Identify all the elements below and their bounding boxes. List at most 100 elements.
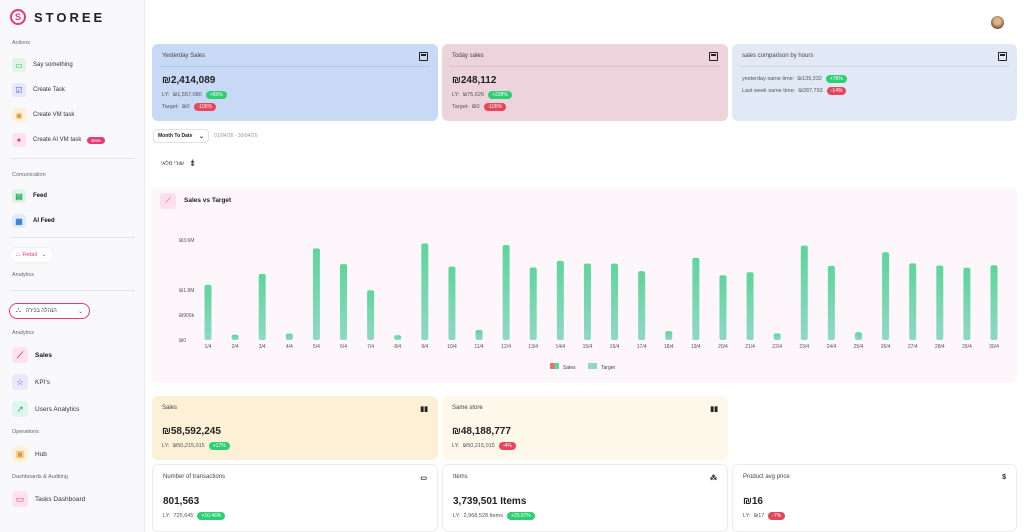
sales-bar[interactable] [556,260,564,340]
sales-bar[interactable] [936,265,944,340]
x-tick-label: 27/4 [908,344,918,350]
legend-label[interactable]: Sales [563,365,576,371]
sales-bar[interactable] [800,245,808,340]
sales-bar[interactable] [854,332,862,340]
x-tick-label: 18/4 [664,344,674,350]
sales-bar[interactable] [231,334,239,340]
sales-bar[interactable] [611,263,619,340]
sidebar-item-tasks-dashboard[interactable]: ▭ Tasks Dashboard [12,490,85,508]
legend-label[interactable]: Target [601,365,616,371]
target-label: Target: [162,104,179,110]
transactions-stat-card: Number of transactions ▭ 801,563 LY: 725… [152,464,438,532]
sidebar-item-label: Create Task [33,87,65,93]
sales-bar[interactable] [882,252,890,340]
sales-bar[interactable] [204,285,212,340]
sort-label: שורי מלאי [161,160,184,167]
calendar-icon[interactable] [998,52,1007,61]
sales-bar[interactable] [258,273,266,340]
sales-bar[interactable] [692,257,700,340]
checkbox-icon: ☑ [12,83,26,97]
sidebar-item-sales[interactable]: ⟋ Sales [12,346,52,364]
comparison-value: ₪287,793 [798,88,823,94]
monitor-icon: ▭ [12,491,28,507]
sales-bar[interactable] [421,243,429,340]
card-value: ₪16 [743,496,763,507]
date-range: 01/04/26 - 30/04/26 [214,133,258,139]
ly-line: LY: ₪1,557,080 +55% [162,91,227,99]
sales-bar[interactable] [502,245,510,340]
sidebar-item-create-ai-vm-task[interactable]: ✦ Create AI VM task Beta [12,131,105,149]
sidebar-item-label: Sales [35,351,52,359]
sales-bar[interactable] [638,271,646,340]
divider [10,237,135,238]
sidebar-item-create-vm-task[interactable]: ◉ Create VM task [12,106,74,124]
sales-bar[interactable] [909,263,917,340]
sales-bar[interactable] [529,267,537,341]
comparison-label: Last week same time: [742,88,796,94]
star-icon: ☆ [12,374,28,390]
divider [450,66,720,67]
x-tick-label: 14/4 [555,344,565,350]
bar-chart-icon: ▮▮ [420,406,428,413]
x-tick-label: 13/4 [528,344,538,350]
x-tick-label: 16/4 [610,344,620,350]
change-badge: +10.46% [197,512,226,520]
x-tick-label: 20/4 [718,344,728,350]
sidebar: S STOREE Actions ▭ Say something ☑ Creat… [0,0,145,532]
change-badge: +25.97% [507,512,535,520]
comparison-change-badge: +78% [825,75,847,83]
sales-vs-target-card: ⟋ Sales vs Target ₪0 ₪900k ₪1.8M ₪3.6M 1/4 2/… [152,188,1016,381]
sales-bar[interactable] [583,263,591,340]
sidebar-item-users-analytics[interactable]: ↗ Users Analytics [12,400,79,418]
sales-bar[interactable] [448,266,456,340]
sales-bar[interactable] [285,333,293,340]
ly-label: LY: [743,513,751,519]
sales-bar[interactable] [773,333,781,340]
legend-swatch[interactable] [588,363,597,369]
chart-line-icon: ⟋ [12,347,28,363]
section-label-operations: Operations [12,429,39,435]
change-badge: +17% [208,442,230,450]
sidebar-item-feed[interactable]: ▤ Feed [12,187,47,205]
credit-card-icon: ▭ [420,475,427,482]
sales-bar[interactable] [665,331,673,340]
sidebar-item-say-something[interactable]: ▭ Say something [12,56,73,74]
card-value: 3,739,501 Items [453,496,527,507]
sort-control[interactable]: שורי מלאי ⇟ [161,158,196,169]
calendar-icon[interactable] [709,52,718,61]
sidebar-item-label: Create AI VM task [33,137,82,143]
legend-swatch[interactable] [550,363,559,369]
sales-bar[interactable] [746,272,754,340]
section-label-communication: Comunication [12,172,46,178]
sales-bar[interactable] [827,265,835,340]
sidebar-item-create-task[interactable]: ☑ Create Task [12,81,65,99]
comparison-row-yesterday: yesterday same time: ₪139,332 +78% [742,75,847,83]
brand-logo[interactable]: S STOREE [10,9,105,25]
sales-bar[interactable] [990,265,998,340]
card-title: Number of transactions [163,474,226,480]
sales-bar[interactable] [719,275,727,340]
sidebar-item-ai-feed[interactable]: ▦ AI Feed [12,212,55,230]
comparison-change-badge: -14% [826,87,847,95]
sidebar-item-hub[interactable]: ▣ Hub [12,445,47,463]
ly-value: ₪17 [753,513,765,519]
branch-selector[interactable]: ⛬ הנהלה בכירה ⌄ [9,303,90,319]
sidebar-item-kpis[interactable]: ☆ KPI's [12,373,50,391]
ly-value: 725,645 [173,513,194,519]
sales-bar[interactable] [963,267,971,340]
calendar-icon[interactable] [419,52,428,61]
sales-bar[interactable] [312,248,320,340]
user-avatar[interactable] [991,16,1004,29]
sales-bar[interactable] [394,335,402,340]
retail-selector[interactable]: ⛬ Retail ⌄ [10,248,53,262]
sales-bar[interactable] [340,264,348,340]
period-select[interactable]: Month To Date ⌄ [153,129,209,143]
brand-name: STOREE [34,9,106,25]
ly-label: LY: [452,92,460,98]
sales-bar[interactable] [367,290,375,340]
sales-stat-card: Sales ▮▮ ₪58,592,245 LY: ₪50,215,015 +17… [152,396,438,460]
ly-value: 2,968,528 Items [463,513,503,519]
sales-bar[interactable] [475,330,483,340]
x-tick-label: 15/4 [583,344,593,350]
feed-icon: ▤ [12,189,26,203]
